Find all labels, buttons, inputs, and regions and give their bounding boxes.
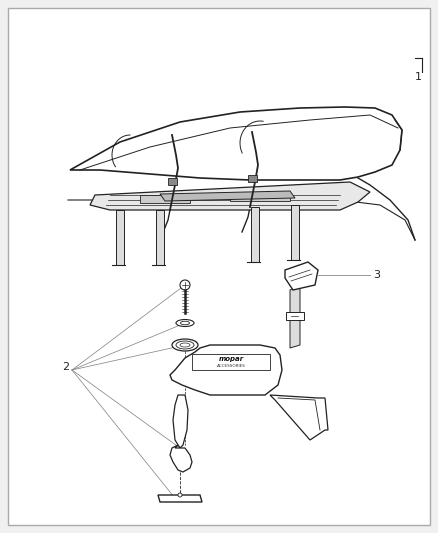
Bar [140, 195, 190, 203]
Bar [116, 210, 124, 265]
Polygon shape [173, 395, 188, 448]
Bar [286, 312, 304, 320]
Text: ACCESSORIES: ACCESSORIES [216, 364, 245, 368]
Ellipse shape [176, 341, 194, 349]
Ellipse shape [172, 339, 198, 351]
Polygon shape [158, 495, 202, 502]
Ellipse shape [180, 343, 190, 347]
Circle shape [178, 493, 182, 497]
Polygon shape [285, 262, 318, 290]
Polygon shape [270, 395, 328, 440]
Text: 3: 3 [373, 270, 380, 280]
Circle shape [180, 280, 190, 290]
Ellipse shape [176, 319, 194, 327]
Polygon shape [170, 345, 282, 395]
Bar [251, 207, 259, 262]
Polygon shape [160, 191, 295, 201]
Text: 1: 1 [415, 72, 422, 82]
Bar [192, 354, 270, 370]
Polygon shape [290, 285, 300, 348]
Ellipse shape [180, 321, 190, 325]
Text: 2: 2 [62, 362, 69, 372]
Bar [291, 205, 299, 260]
Polygon shape [90, 182, 370, 210]
Bar [230, 193, 290, 201]
Bar [168, 178, 177, 185]
Polygon shape [170, 445, 192, 472]
Bar [156, 210, 164, 265]
Text: mopar: mopar [219, 356, 244, 362]
Polygon shape [70, 107, 402, 180]
Bar [248, 175, 257, 182]
